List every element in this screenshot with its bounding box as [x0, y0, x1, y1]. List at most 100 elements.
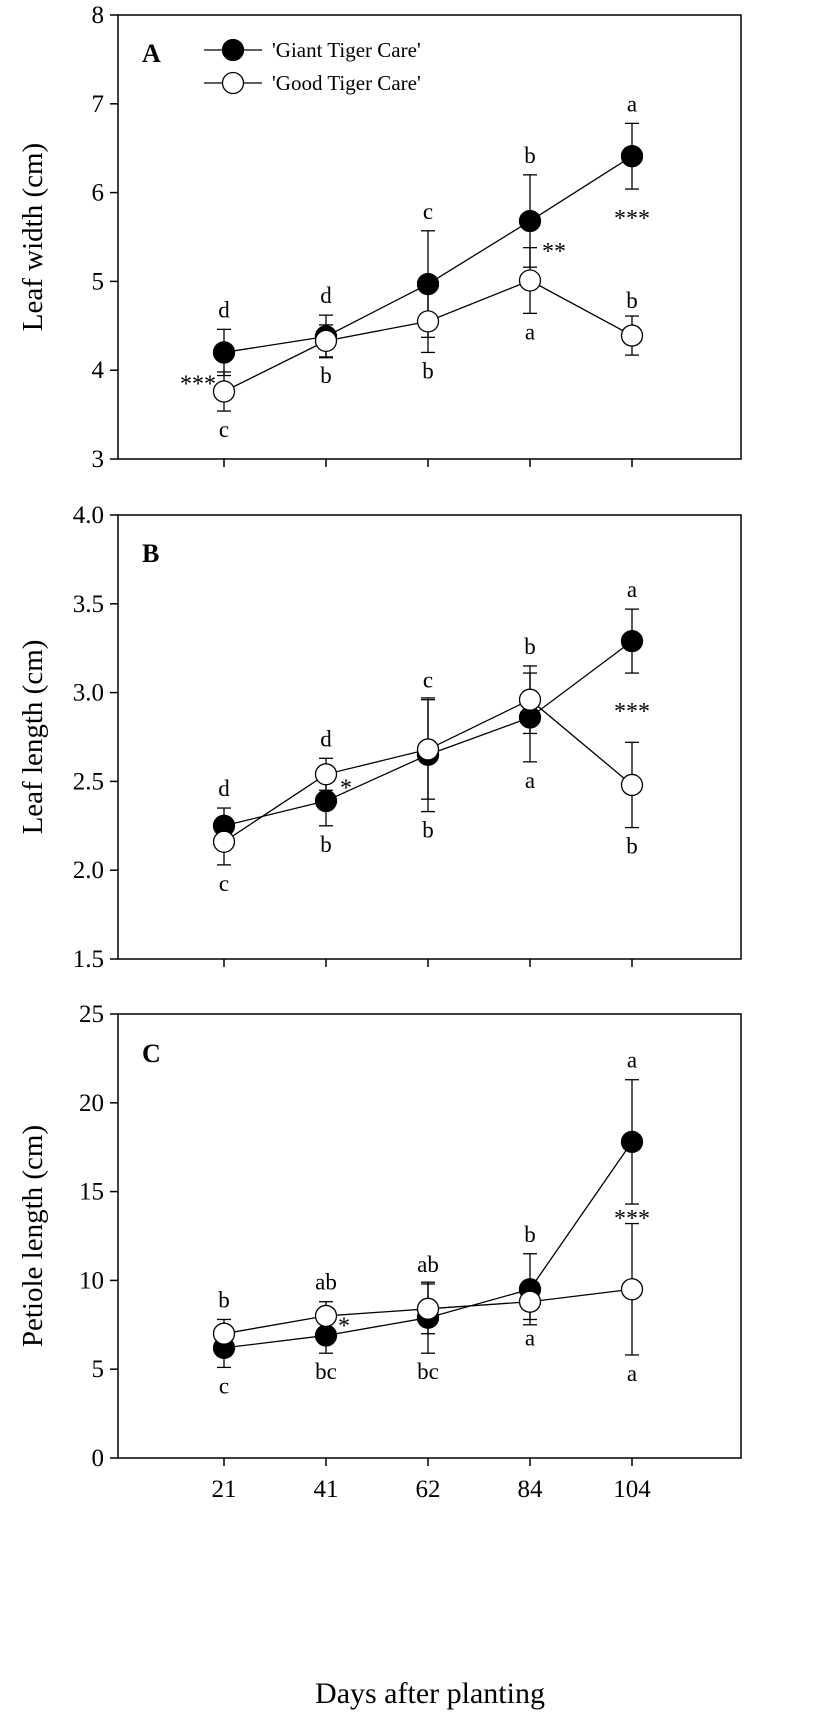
data-point-giant — [620, 1130, 644, 1154]
significance-letter: c — [219, 871, 229, 896]
y-tick-label: 1.5 — [73, 946, 104, 973]
significance-letter: ab — [315, 1270, 337, 1295]
x-tick-label: 21 — [212, 1476, 237, 1503]
data-point-good — [212, 830, 236, 853]
legend-label-good: 'Good Tiger Care' — [272, 71, 421, 95]
x-axis: 21 41 62 84 104 — [212, 459, 651, 1503]
significance-letter: b — [626, 834, 638, 859]
significance-stars: *** — [614, 699, 650, 725]
y-tick-label: 4 — [92, 357, 105, 384]
y-tick-label: 7 — [92, 91, 105, 118]
significance-letter: c — [219, 417, 229, 442]
y-tick-label: 8 — [92, 2, 105, 29]
data-point-good — [416, 1297, 440, 1320]
significance-letter: c — [423, 199, 433, 224]
significance-letter: a — [627, 577, 637, 602]
y-tick-label: 0 — [92, 1445, 105, 1472]
data-point-giant — [620, 145, 644, 168]
significance-letter: ab — [417, 1252, 439, 1277]
significance-letter: b — [626, 288, 638, 313]
significance-letter: a — [525, 1325, 535, 1350]
x-tick-label: 62 — [416, 1476, 441, 1503]
panel-c-y-axis-label: Petiole length (cm) — [17, 1125, 49, 1347]
significance-letter: b — [422, 358, 434, 383]
significance-letter: d — [320, 726, 332, 751]
x-tick-label: 84 — [518, 1476, 544, 1503]
x-tick-label: 104 — [613, 1476, 651, 1503]
panel-b-label: B — [142, 539, 159, 568]
y-tick-label: 10 — [79, 1267, 104, 1294]
data-point-giant — [416, 272, 440, 296]
y-tick-label: 2.5 — [73, 768, 104, 795]
significance-letter: c — [423, 668, 433, 693]
y-tick-label: 4.0 — [73, 502, 104, 529]
y-tick-label: 5 — [92, 1356, 105, 1383]
significance-letter: d — [218, 776, 230, 801]
significance-letter: a — [525, 319, 535, 344]
panel-a-label: A — [142, 39, 161, 68]
significance-letter: bc — [315, 1359, 337, 1384]
significance-letter: bc — [417, 1359, 439, 1384]
significance-letter: d — [320, 283, 332, 308]
legend-marker-giant — [221, 38, 245, 62]
y-tick-label: 6 — [92, 180, 105, 207]
significance-letter: a — [525, 768, 535, 793]
y-tick-label: 3 — [92, 446, 105, 473]
data-point-giant — [620, 629, 644, 653]
y-tick-label: 3.0 — [73, 680, 104, 707]
data-point-good — [620, 773, 644, 797]
data-point-good — [212, 380, 236, 403]
significance-letter: a — [627, 91, 637, 116]
y-tick-label: 5 — [92, 268, 105, 295]
data-point-good — [620, 1278, 644, 1301]
panel-b: B Leaf length (cm) 1.5 2.0 2.5 3.0 3.5 4.0 d b b… — [17, 502, 742, 973]
data-point-giant — [212, 341, 236, 364]
significance-stars: *** — [180, 372, 216, 398]
significance-letter: d — [218, 297, 230, 322]
significance-stars: ** — [542, 239, 566, 265]
y-tick-label: 15 — [79, 1179, 104, 1206]
significance-letter: b — [320, 832, 332, 857]
significance-stars: * — [340, 776, 352, 802]
panel-b-plot-frame — [117, 514, 742, 960]
data-point-good — [314, 763, 338, 786]
significance-letter: b — [524, 1222, 536, 1247]
legend-label-giant: 'Giant Tiger Care' — [272, 38, 421, 62]
data-point-good — [416, 310, 440, 333]
y-tick-label: 2.0 — [73, 857, 104, 884]
data-point-giant — [518, 209, 542, 233]
data-point-good — [314, 329, 338, 353]
significance-letter: b — [524, 634, 536, 659]
data-point-giant — [314, 1324, 338, 1347]
data-point-good — [314, 1304, 338, 1328]
significance-letter: b — [422, 818, 434, 843]
y-tick-label: 3.5 — [73, 591, 104, 618]
significance-stars: *** — [614, 1206, 650, 1232]
significance-stars: * — [338, 1314, 350, 1340]
significance-letter: a — [627, 1361, 637, 1386]
panel-a-plot-frame — [117, 14, 742, 460]
panel-c-plot-frame — [117, 1013, 742, 1459]
panel-a-y-axis-label: Leaf width (cm) — [17, 143, 49, 331]
panel-c-label: C — [142, 1039, 161, 1068]
data-point-good — [518, 269, 542, 292]
significance-letter: c — [219, 1373, 229, 1398]
x-axis-label: Days after planting — [315, 1677, 545, 1710]
data-point-good — [620, 324, 644, 347]
y-tick-label: 20 — [79, 1090, 104, 1117]
y-tick-label: 25 — [79, 1001, 104, 1028]
data-point-good — [518, 688, 542, 711]
significance-letter: a — [627, 1048, 637, 1073]
legend-marker-good — [221, 71, 245, 95]
data-point-good — [416, 738, 440, 761]
data-point-good — [518, 1290, 542, 1313]
legend: 'Giant Tiger Care' 'Good Tiger Care' — [204, 38, 421, 95]
significance-stars: *** — [614, 206, 650, 232]
significance-letter: b — [524, 143, 536, 168]
panel-c: C Petiole length (cm) 0 5 10 15 20 25 c bc bc b ab… — [17, 1001, 742, 1472]
